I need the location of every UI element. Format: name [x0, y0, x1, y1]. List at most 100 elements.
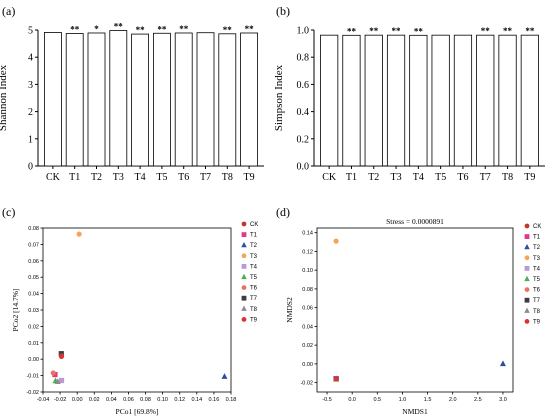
legend-label-CK: CK — [250, 222, 258, 228]
y-tick-label: 0.07 — [28, 242, 39, 248]
panel-label-a: (a) — [2, 4, 15, 18]
legend-label-T3: T3 — [533, 256, 541, 262]
legend-marker-T9 — [241, 317, 247, 322]
significance-label: ** — [503, 26, 513, 36]
panel-label-c: (c) — [2, 205, 15, 219]
point-T9 — [333, 376, 339, 382]
legend-label-T3: T3 — [250, 254, 258, 260]
x-tick-label: T8 — [502, 172, 513, 183]
x-tick-label: T4 — [413, 172, 424, 183]
y-tick-label: 0.06 — [302, 306, 313, 312]
nmds-scatter-chart: -0.5 0.0 0.5 1.0 1.5 2.0 2.5 3.0 -0.02 0.00 0.02 0.… — [285, 217, 541, 416]
bar-T3 — [386, 34, 406, 167]
y-tick-label: 0.04 — [302, 324, 313, 330]
x-tick-label: 0.14 — [191, 397, 202, 403]
legend-marker-T1 — [241, 232, 247, 237]
point-T2 — [499, 360, 506, 367]
x-axis-title: NMDS1 — [402, 407, 428, 416]
point-T9 — [58, 353, 65, 359]
y-tick-label: 0.12 — [302, 249, 313, 255]
y-tick-label: 0.8 — [297, 53, 310, 64]
bar-T8 — [218, 33, 237, 167]
point-T2 — [221, 373, 228, 379]
y-tick-label: 5 — [28, 26, 33, 37]
significance-label: ** — [481, 26, 491, 36]
y-axis-title: PCo2 [14.7%] — [11, 289, 20, 332]
legend-label-T2: T2 — [250, 243, 258, 249]
y-tick-label: 4 — [28, 53, 33, 64]
legend-marker-T8 — [241, 305, 247, 311]
legend-label-T5: T5 — [250, 275, 258, 281]
x-tick-label: 0.5 — [373, 397, 381, 403]
legend-marker-T3 — [241, 253, 247, 259]
x-tick-label: T7 — [480, 172, 491, 183]
y-tick-label: 0.01 — [28, 341, 39, 347]
pcoa-scatter-chart: -0.04 -0.02 0.00 0.02 0.04 0.06 0.08 0.10 0.12 0.… — [11, 221, 258, 416]
legend-marker-T1 — [524, 234, 530, 239]
significance-label: ** — [70, 25, 80, 35]
y-tick-label: 0.10 — [302, 268, 313, 274]
bar-T3 — [109, 30, 128, 167]
legend-marker-T3 — [524, 255, 530, 261]
significance-label: ** — [157, 24, 167, 34]
legend-marker-T2 — [241, 241, 247, 248]
legend-label-T8: T8 — [533, 309, 541, 315]
y-tick-label: 0.0 — [297, 162, 310, 173]
y-tick-label: 0.6 — [297, 80, 310, 91]
x-tick-label: T3 — [390, 172, 401, 183]
bar-T4 — [131, 33, 150, 167]
y-tick-label: -0.02 — [300, 381, 313, 387]
x-tick-label: 0.12 — [174, 397, 185, 403]
x-tick-label: T3 — [113, 172, 124, 183]
y-tick-label: 0.06 — [28, 259, 39, 265]
panel-label-d: (d) — [276, 205, 290, 219]
x-tick-label: T1 — [346, 172, 357, 183]
significance-label: ** — [414, 26, 424, 36]
x-tick-label: 0.10 — [157, 397, 168, 403]
legend-label-T7: T7 — [250, 296, 258, 302]
y-tick-label: -0.01 — [26, 374, 39, 380]
y-tick-label: 1.0 — [297, 26, 310, 37]
x-tick-label: T9 — [524, 172, 535, 183]
significance-label: ** — [114, 22, 124, 32]
significance-label: ** — [392, 26, 402, 36]
x-tick-label: 0.0 — [348, 397, 356, 403]
panel-label-b: (b) — [276, 4, 290, 18]
legend-marker-T5 — [524, 275, 530, 282]
legend-marker-T9 — [524, 319, 530, 324]
x-tick-label: 0.16 — [209, 397, 220, 403]
bar-T1 — [65, 33, 84, 167]
significance-label: * — [94, 24, 99, 34]
significance-label: ** — [369, 26, 379, 36]
bar-T8 — [498, 34, 517, 167]
legend-label-T5: T5 — [533, 277, 541, 283]
x-tick-label: 3.0 — [499, 397, 507, 403]
x-tick-label: 2.0 — [449, 397, 457, 403]
simpson-bar-chart: 0.0 0.2 0.4 0.6 0.8 1.0 Simpson Index CK T1 ** T2 *… — [273, 26, 545, 183]
bar-T1 — [342, 34, 361, 167]
x-tick-label: CK — [46, 172, 61, 183]
significance-label: ** — [525, 26, 535, 36]
x-tick-label: 0.06 — [123, 397, 134, 403]
y-tick-label: 0.04 — [28, 292, 39, 298]
y-tick-label: 0.00 — [28, 357, 39, 363]
legend-label-T9: T9 — [250, 317, 258, 323]
x-tick-label: T2 — [368, 172, 379, 183]
x-tick-label: -0.02 — [54, 397, 67, 403]
y-tick-label: 0.00 — [302, 362, 313, 368]
legend-label-T9: T9 — [533, 319, 541, 325]
x-tick-label: T8 — [222, 172, 233, 183]
shannon-bar-chart: 0 1 2 3 4 5 Shannon Index CK T1 ** T2 * T3 ** T4 ** T5 **… — [0, 22, 264, 183]
x-tick-label: 1.5 — [424, 397, 432, 403]
legend-label-T8: T8 — [250, 307, 258, 313]
y-tick-label: 3 — [28, 80, 33, 91]
bar-T9 — [240, 32, 259, 167]
legend-label-T7: T7 — [533, 298, 541, 304]
y-tick-label: -0.02 — [26, 390, 39, 396]
legend-marker-T6 — [241, 285, 247, 290]
x-tick-label: T5 — [156, 172, 167, 183]
plot-frame — [316, 227, 514, 393]
x-tick-label: T6 — [457, 172, 468, 183]
legend-marker-CK — [241, 221, 247, 227]
legend-label-T4: T4 — [250, 264, 258, 270]
